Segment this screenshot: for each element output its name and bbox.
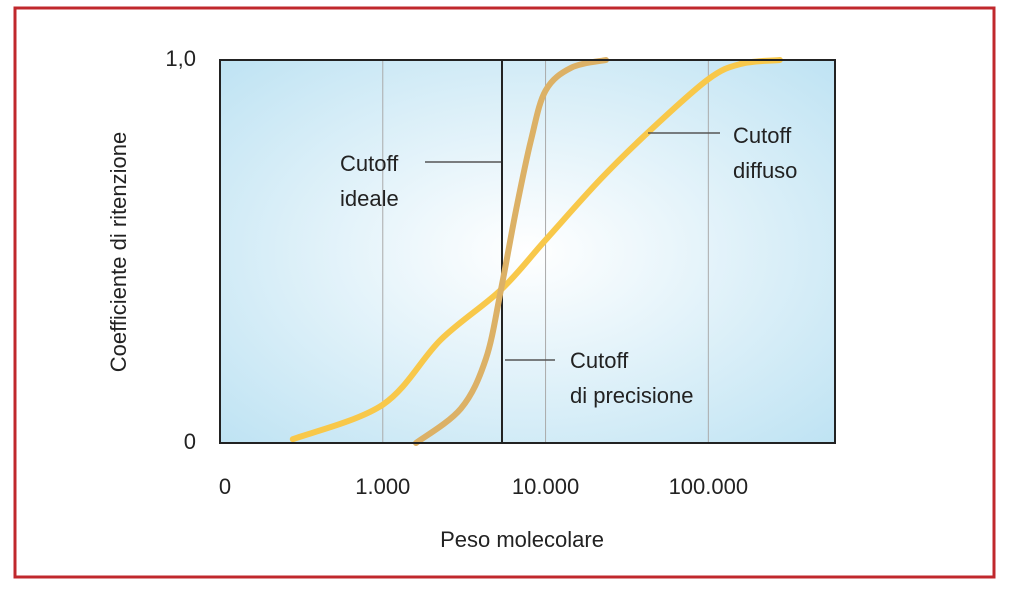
frame [13, 6, 996, 579]
x-tick-label: 1.000 [355, 474, 410, 499]
x-tick-label: 100.000 [669, 474, 749, 499]
annotation: diffuso [733, 158, 797, 183]
annotation: Cutoff [570, 348, 629, 373]
y-tick-label: 1,0 [165, 46, 196, 71]
annotation: Cutoff [340, 151, 399, 176]
plot-area [220, 60, 835, 443]
plot-border [219, 59, 836, 444]
series-line [289, 57, 783, 443]
y-axis-label: Coefficiente di ritenzione [106, 132, 131, 373]
x-axis-label: Peso molecolare [440, 527, 604, 552]
annotation: Cutoff [733, 123, 792, 148]
annotation: ideale [340, 186, 399, 211]
series-line [413, 57, 609, 446]
y-tick-label: 0 [184, 429, 196, 454]
annotation: di precisione [570, 383, 694, 408]
x-tick-label: 0 [219, 474, 231, 499]
x-tick-label: 10.000 [512, 474, 579, 499]
